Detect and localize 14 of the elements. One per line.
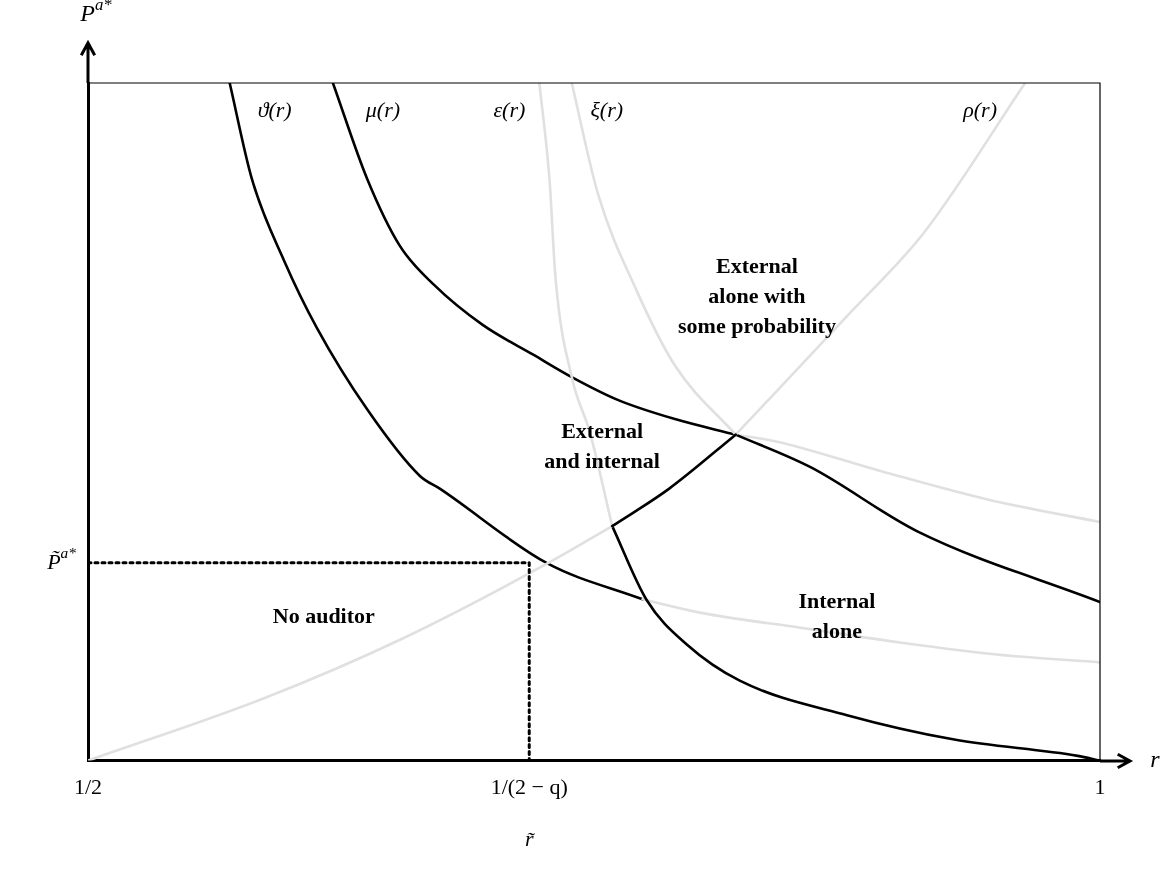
annotation: Internal alone: [798, 587, 876, 643]
series-label: ξ(r): [590, 96, 624, 122]
series-label: ρ(r): [962, 96, 998, 122]
annotation: r̃: [524, 826, 536, 852]
annotation: No auditor: [272, 602, 376, 628]
series-label: ε(r): [493, 96, 526, 122]
x-tick-label: 1/2: [73, 773, 103, 799]
annotation: External alone with some probability: [677, 253, 836, 339]
series-label: ϑ(r): [257, 96, 292, 122]
x-axis-title: r: [1150, 745, 1161, 772]
annotation: External and internal: [544, 417, 660, 473]
x-tick-label: 1: [1094, 773, 1106, 799]
series-label: μ(r): [364, 96, 401, 122]
x-tick-label: 1/(2 − q): [490, 773, 568, 799]
